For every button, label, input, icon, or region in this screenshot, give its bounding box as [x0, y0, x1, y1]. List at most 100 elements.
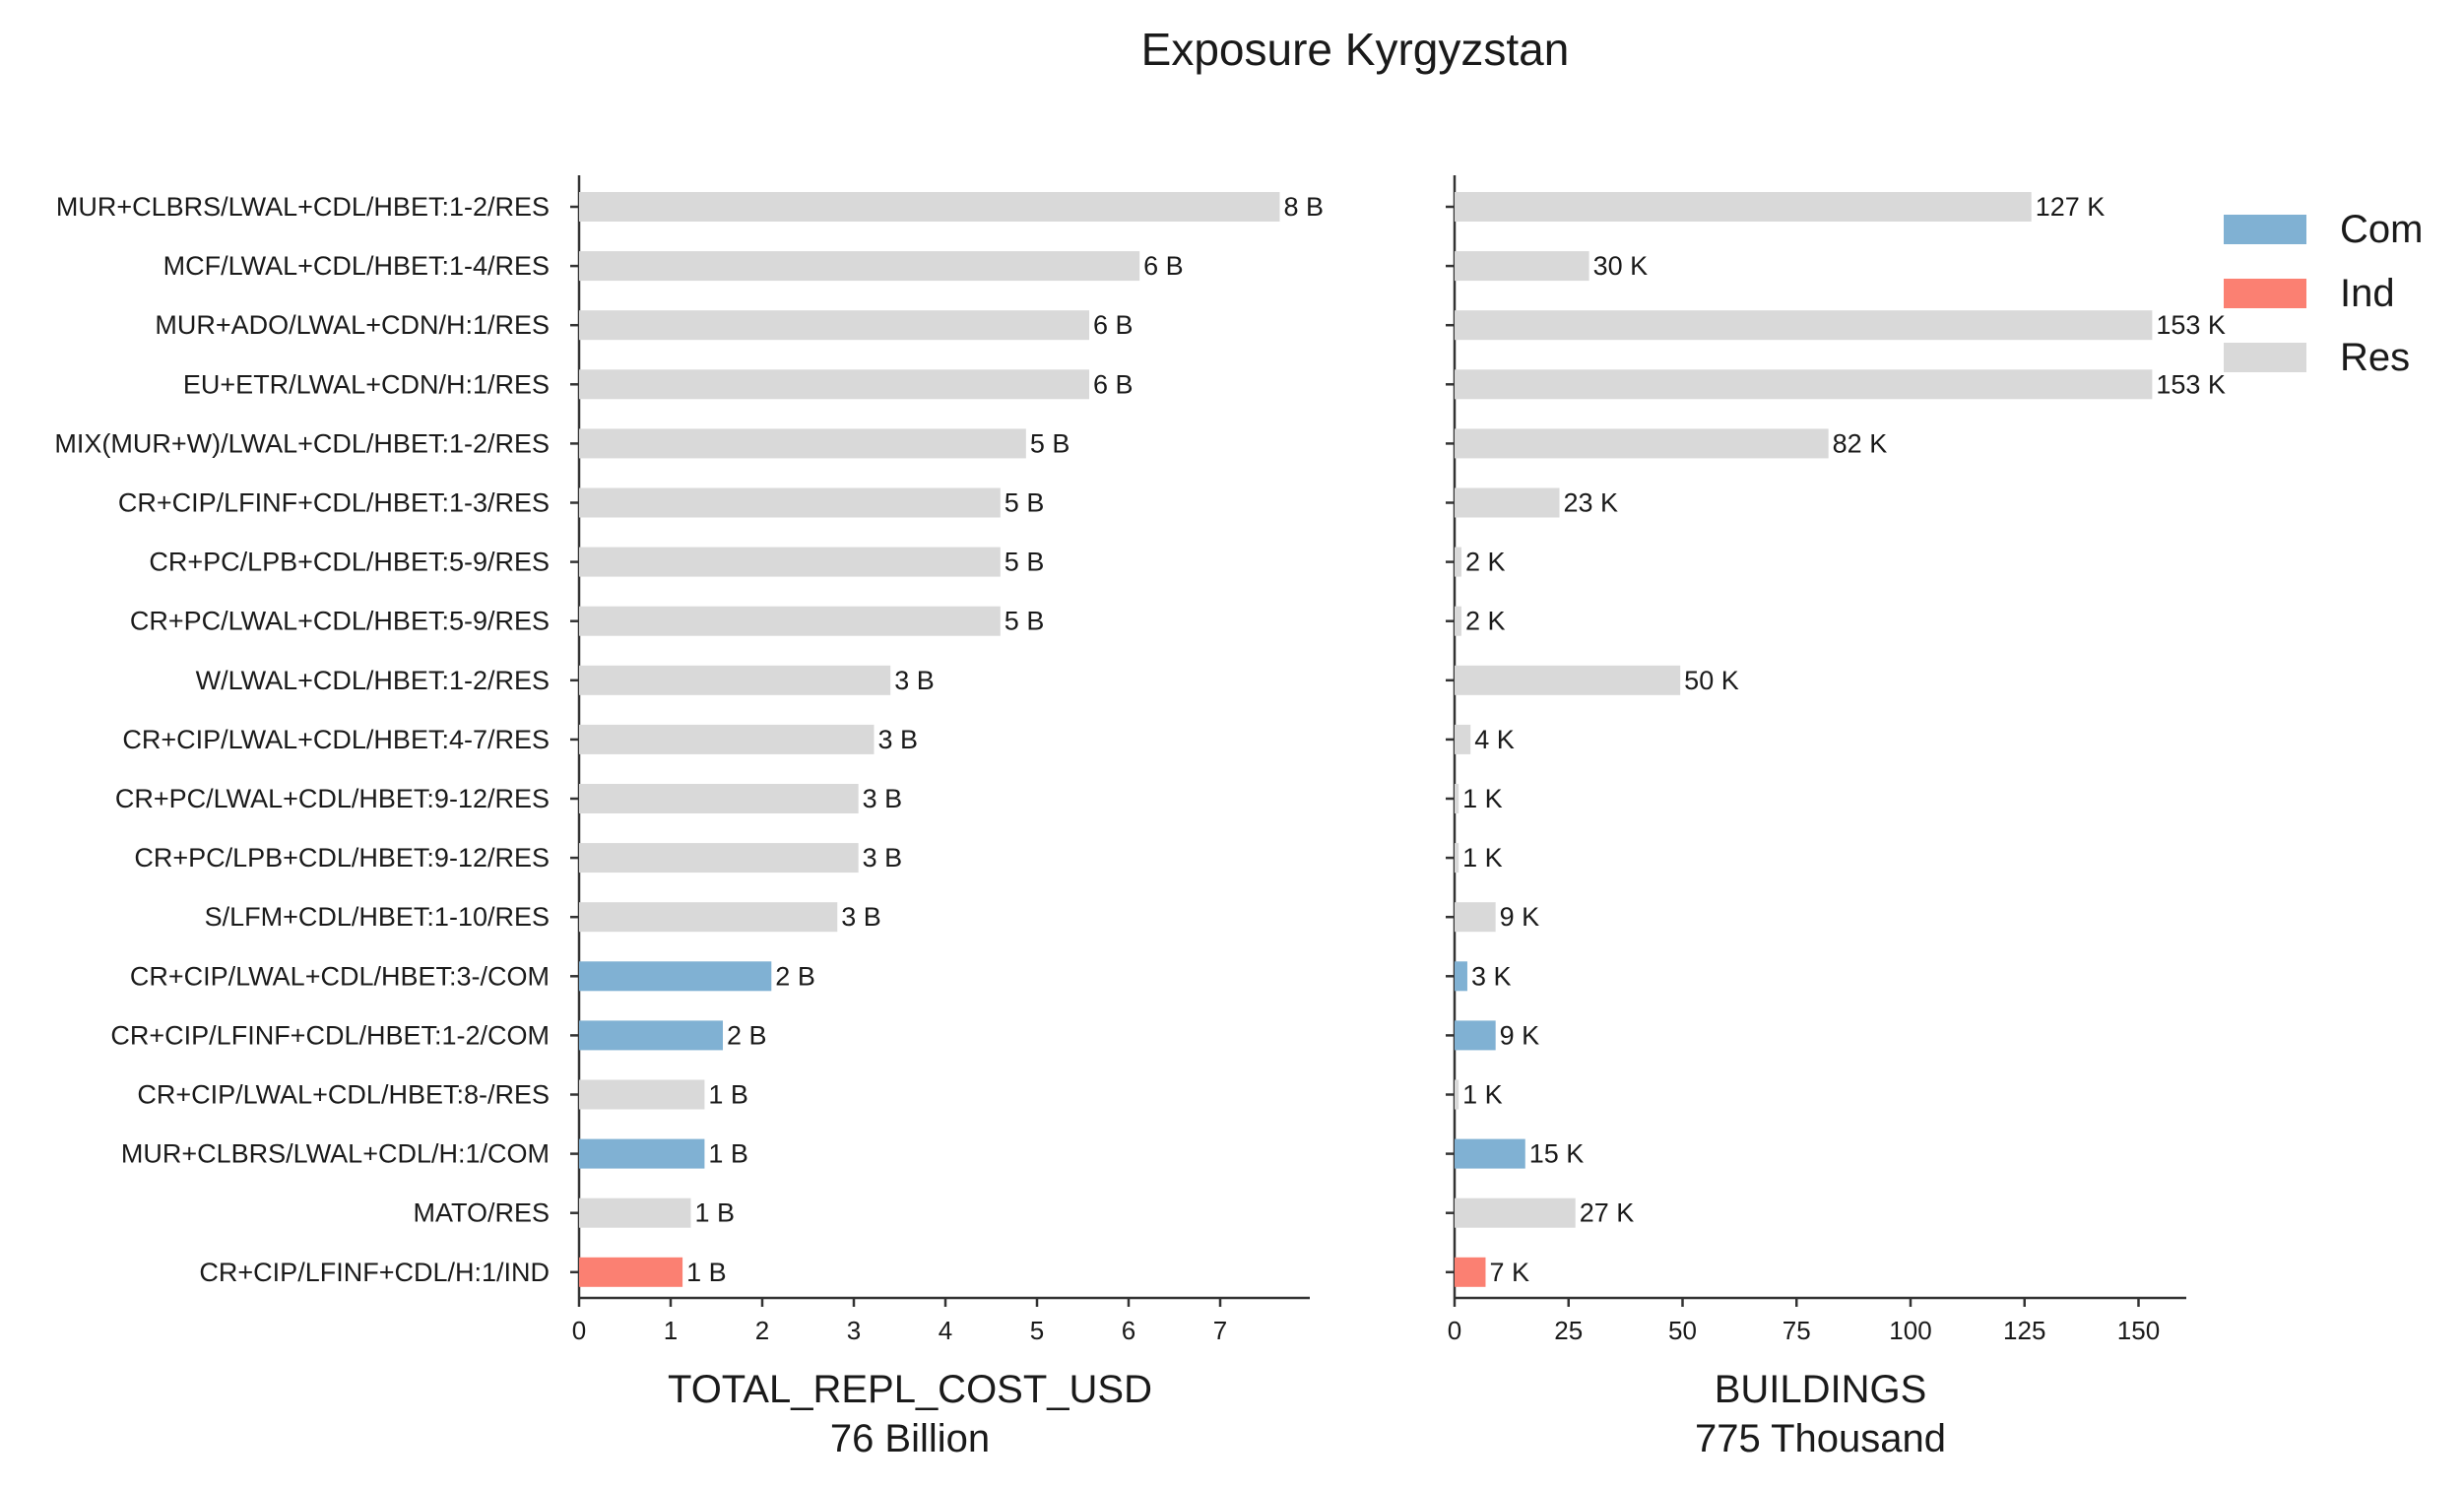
data-label: 1 B — [686, 1258, 727, 1287]
bar — [1455, 547, 1461, 577]
bar — [579, 428, 1026, 459]
category-label: MUR+ADO/LWAL+CDN/H:1/RES — [155, 310, 550, 340]
x-tick-label: 100 — [1889, 1316, 1931, 1345]
bar — [1455, 606, 1461, 636]
data-label: 4 K — [1474, 725, 1515, 754]
x-tick-label: 2 — [755, 1316, 769, 1345]
bar — [579, 843, 859, 873]
bar — [1455, 369, 2153, 400]
data-label: 3 B — [841, 902, 881, 932]
data-label: 5 B — [1005, 488, 1045, 518]
bar — [579, 192, 1280, 222]
bar — [579, 1138, 705, 1169]
bar — [579, 1079, 705, 1110]
plot-layer: 8 B MUR+CLBRS/LWAL+CDL/HBET:1-2/RES 6 B MCF… — [54, 175, 2226, 1460]
bar — [1455, 1197, 1576, 1228]
bar — [1455, 310, 2153, 341]
bar — [1455, 428, 1829, 459]
category-label: CR+CIP/LWAL+CDL/HBET:8-/RES — [137, 1080, 550, 1110]
data-label: 23 K — [1563, 488, 1618, 518]
x-tick-label: 75 — [1783, 1316, 1811, 1345]
bar — [579, 310, 1090, 341]
data-label: 1 B — [694, 1198, 735, 1228]
bar — [579, 606, 1001, 636]
data-label: 9 K — [1500, 902, 1540, 932]
bar — [579, 961, 772, 992]
bar — [1455, 1020, 1496, 1051]
x-tick-label: 125 — [2003, 1316, 2045, 1345]
legend-swatch — [2224, 343, 2306, 372]
legend-label: Res — [2340, 336, 2410, 379]
x-tick-label: 1 — [664, 1316, 678, 1345]
x-axis-subtitle: 76 Billion — [830, 1417, 990, 1460]
category-label: MUR+CLBRS/LWAL+CDL/H:1/COM — [121, 1139, 550, 1169]
legend-label: Ind — [2340, 272, 2395, 315]
data-label: 6 B — [1093, 369, 1134, 399]
category-label: MUR+CLBRS/LWAL+CDL/HBET:1-2/RES — [56, 192, 550, 222]
bar — [579, 487, 1001, 518]
data-label: 2 B — [775, 961, 815, 991]
bar — [579, 1257, 683, 1287]
bar — [1455, 961, 1467, 992]
data-label: 3 B — [894, 666, 935, 695]
data-label: 82 K — [1833, 428, 1888, 458]
data-label: 5 B — [1030, 428, 1070, 458]
data-label: 1 K — [1462, 784, 1503, 813]
data-label: 1 B — [708, 1139, 748, 1169]
bar — [579, 665, 891, 695]
data-label: 1 K — [1462, 843, 1503, 873]
legend: Com Ind Res — [2224, 208, 2423, 379]
category-label: CR+PC/LPB+CDL/HBET:9-12/RES — [134, 843, 550, 873]
data-label: 6 B — [1143, 251, 1184, 281]
bar — [1455, 192, 2032, 222]
category-label: CR+CIP/LFINF+CDL/HBET:1-3/RES — [118, 488, 550, 518]
legend-swatch — [2224, 279, 2306, 308]
x-tick-label: 6 — [1122, 1316, 1135, 1345]
x-axis-label: TOTAL_REPL_COST_USD — [668, 1368, 1152, 1411]
data-label: 15 K — [1529, 1139, 1585, 1169]
panel-1: 8 B MUR+CLBRS/LWAL+CDL/HBET:1-2/RES 6 B MCF… — [54, 175, 1324, 1460]
bar — [579, 902, 838, 933]
chart-title: Exposure Kyrgyzstan — [1141, 24, 1570, 75]
data-label: 5 B — [1005, 548, 1045, 577]
category-label: MATO/RES — [413, 1198, 550, 1228]
bar — [1455, 1257, 1486, 1287]
x-tick-label: 7 — [1213, 1316, 1227, 1345]
bar — [579, 251, 1140, 282]
data-label: 153 K — [2156, 310, 2226, 340]
data-label: 7 K — [1489, 1258, 1529, 1287]
data-label: 1 K — [1462, 1080, 1503, 1110]
bar — [1455, 1138, 1525, 1169]
data-label: 1 B — [708, 1080, 748, 1110]
bar — [579, 547, 1001, 577]
data-label: 6 B — [1093, 310, 1134, 340]
data-label: 9 K — [1500, 1020, 1540, 1050]
x-tick-label: 0 — [572, 1316, 586, 1345]
bar — [1455, 784, 1459, 813]
data-label: 3 B — [863, 784, 903, 813]
data-label: 50 K — [1684, 666, 1739, 695]
data-label: 8 B — [1283, 192, 1324, 222]
data-label: 127 K — [2036, 192, 2106, 222]
data-label: 5 B — [1005, 607, 1045, 636]
data-label: 153 K — [2156, 369, 2226, 399]
data-label: 3 K — [1471, 961, 1512, 991]
category-label: CR+CIP/LFINF+CDL/H:1/IND — [199, 1258, 550, 1287]
data-label: 2 K — [1465, 548, 1506, 577]
bar — [1455, 487, 1560, 518]
bar — [579, 1197, 691, 1228]
x-tick-label: 3 — [847, 1316, 861, 1345]
bar — [1455, 251, 1589, 282]
category-label: MIX(MUR+W)/LWAL+CDL/HBET:1-2/RES — [54, 428, 550, 458]
category-label: CR+PC/LWAL+CDL/HBET:9-12/RES — [115, 784, 550, 813]
bar — [579, 369, 1090, 400]
legend-swatch — [2224, 215, 2306, 244]
x-tick-label: 150 — [2117, 1316, 2160, 1345]
category-label: CR+PC/LWAL+CDL/HBET:5-9/RES — [130, 607, 550, 636]
bar — [1455, 843, 1459, 873]
category-label: CR+CIP/LWAL+CDL/HBET:3-/COM — [130, 961, 550, 991]
data-label: 27 K — [1580, 1198, 1635, 1228]
x-tick-label: 0 — [1448, 1316, 1461, 1345]
category-label: W/LWAL+CDL/HBET:1-2/RES — [196, 666, 550, 695]
